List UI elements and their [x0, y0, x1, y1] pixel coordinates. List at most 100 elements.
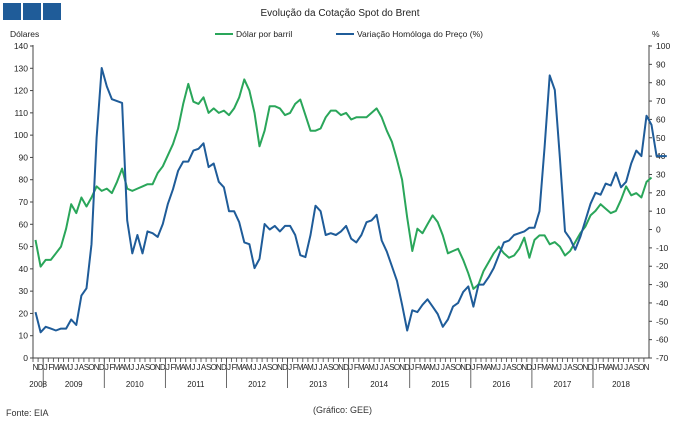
y-tick-label-left: 80 [19, 175, 29, 185]
x-month-label: N [33, 363, 39, 372]
y-tick-label-left: 40 [19, 264, 29, 274]
y-axis-left-label: Dólares [10, 29, 39, 39]
x-month-label: A [445, 363, 451, 372]
x-month-label: F [109, 363, 114, 372]
y-tick-label-left: 70 [19, 197, 29, 207]
x-month-label: A [303, 363, 309, 372]
y-tick-label-right: 20 [656, 188, 666, 198]
source-note: Fonte: EIA [6, 408, 49, 418]
x-month-label: D [221, 363, 227, 372]
x-month-label: M [114, 363, 121, 372]
y-tick-label-left: 140 [14, 41, 28, 51]
x-month-label: M [551, 363, 558, 372]
x-year-label: 2017 [554, 380, 572, 389]
y-tick-label-right: 90 [656, 59, 666, 69]
x-month-label: A [201, 363, 207, 372]
x-year-label: 2013 [309, 380, 327, 389]
x-month-label: J [130, 363, 134, 372]
x-year-label: 2008 [29, 380, 47, 389]
x-month-label: D [526, 363, 532, 372]
x-month-label: M [480, 363, 487, 372]
x-month-label: F [415, 363, 420, 372]
chart-title: Evolução da Cotação Spot do Brent [261, 8, 420, 19]
x-month-label: A [58, 363, 64, 372]
y-tick-label-left: 90 [19, 152, 29, 162]
x-month-label: J [69, 363, 73, 372]
x-month-label: F [476, 363, 481, 372]
y-tick-label-right: 60 [656, 114, 666, 124]
x-month-label: M [297, 363, 304, 372]
series-line-yoy-variation [34, 67, 667, 334]
x-month-label: M [358, 363, 365, 372]
x-month-label: A [486, 363, 492, 372]
x-month-label: J [380, 363, 384, 372]
x-month-label: N [338, 363, 344, 372]
x-month-label: J [497, 363, 501, 372]
header-square-1 [3, 3, 21, 20]
x-month-label: J [252, 363, 256, 372]
x-month-label: A [425, 363, 431, 372]
x-month-label: S [206, 363, 211, 372]
x-month-label: F [537, 363, 542, 372]
x-month-label: S [573, 363, 578, 372]
credit-note: (Gráfico: GEE) [313, 405, 373, 415]
x-month-label: J [441, 363, 445, 372]
x-month-label: D [588, 363, 594, 372]
y-tick-label-left: 120 [14, 86, 28, 96]
x-month-label: A [384, 363, 390, 372]
x-month-label: N [216, 363, 222, 372]
x-month-label: M [185, 363, 192, 372]
x-month-label: M [613, 363, 620, 372]
x-month-label: J [288, 363, 292, 372]
x-month-label: A [567, 363, 573, 372]
y-tick-label-left: 20 [19, 308, 29, 318]
series-line-dollar-per-barrel [34, 78, 653, 290]
x-month-label: A [242, 363, 248, 372]
x-month-label: J [227, 363, 231, 372]
x-month-label: J [624, 363, 628, 372]
x-month-label: J [502, 363, 506, 372]
y-tick-label-right: 10 [656, 206, 666, 216]
header-square-3 [43, 3, 61, 20]
y-tick-label-left: 130 [14, 63, 28, 73]
legend-label-variation: Variação Homóloga do Preço (%) [357, 29, 483, 39]
x-month-label: N [582, 363, 588, 372]
x-year-label: 2010 [126, 380, 144, 389]
y-tick-label-right: 0 [656, 225, 661, 235]
x-month-label: D [99, 363, 105, 372]
x-month-label: S [84, 363, 89, 372]
x-month-label: A [506, 363, 512, 372]
x-month-label: J [375, 363, 379, 372]
x-month-label: J [135, 363, 139, 372]
x-year-label: 2009 [65, 380, 83, 389]
x-month-label: D [38, 363, 44, 372]
x-month-label: S [389, 363, 394, 372]
y-tick-label-right: 50 [656, 133, 666, 143]
y-tick-label-right: 100 [656, 41, 670, 51]
x-month-label: N [521, 363, 527, 372]
header-square-2 [23, 3, 41, 20]
x-month-label: O [88, 363, 94, 372]
x-year-label: 2014 [370, 380, 388, 389]
x-month-label: O [333, 363, 339, 372]
x-month-label: N [399, 363, 405, 372]
x-year-label: 2011 [187, 380, 205, 389]
x-month-label: J [105, 363, 109, 372]
x-month-label: S [634, 363, 639, 372]
y-tick-label-right: -10 [656, 243, 669, 253]
x-month-label: D [404, 363, 410, 372]
x-month-label: N [460, 363, 466, 372]
x-month-label: O [638, 363, 644, 372]
x-month-label: J [191, 363, 195, 372]
x-month-label: N [644, 363, 650, 372]
y-ticks-right: -70-60-50-40-30-20-100102030405060708090… [649, 41, 670, 363]
x-month-label: M [419, 363, 426, 372]
x-month-label: F [232, 363, 237, 372]
x-month-label: F [354, 363, 359, 372]
x-month-label: A [262, 363, 268, 372]
x-month-label: O [516, 363, 522, 372]
x-month-label: A [323, 363, 329, 372]
x-month-label: M [541, 363, 548, 372]
y-tick-label-right: -50 [656, 316, 669, 326]
